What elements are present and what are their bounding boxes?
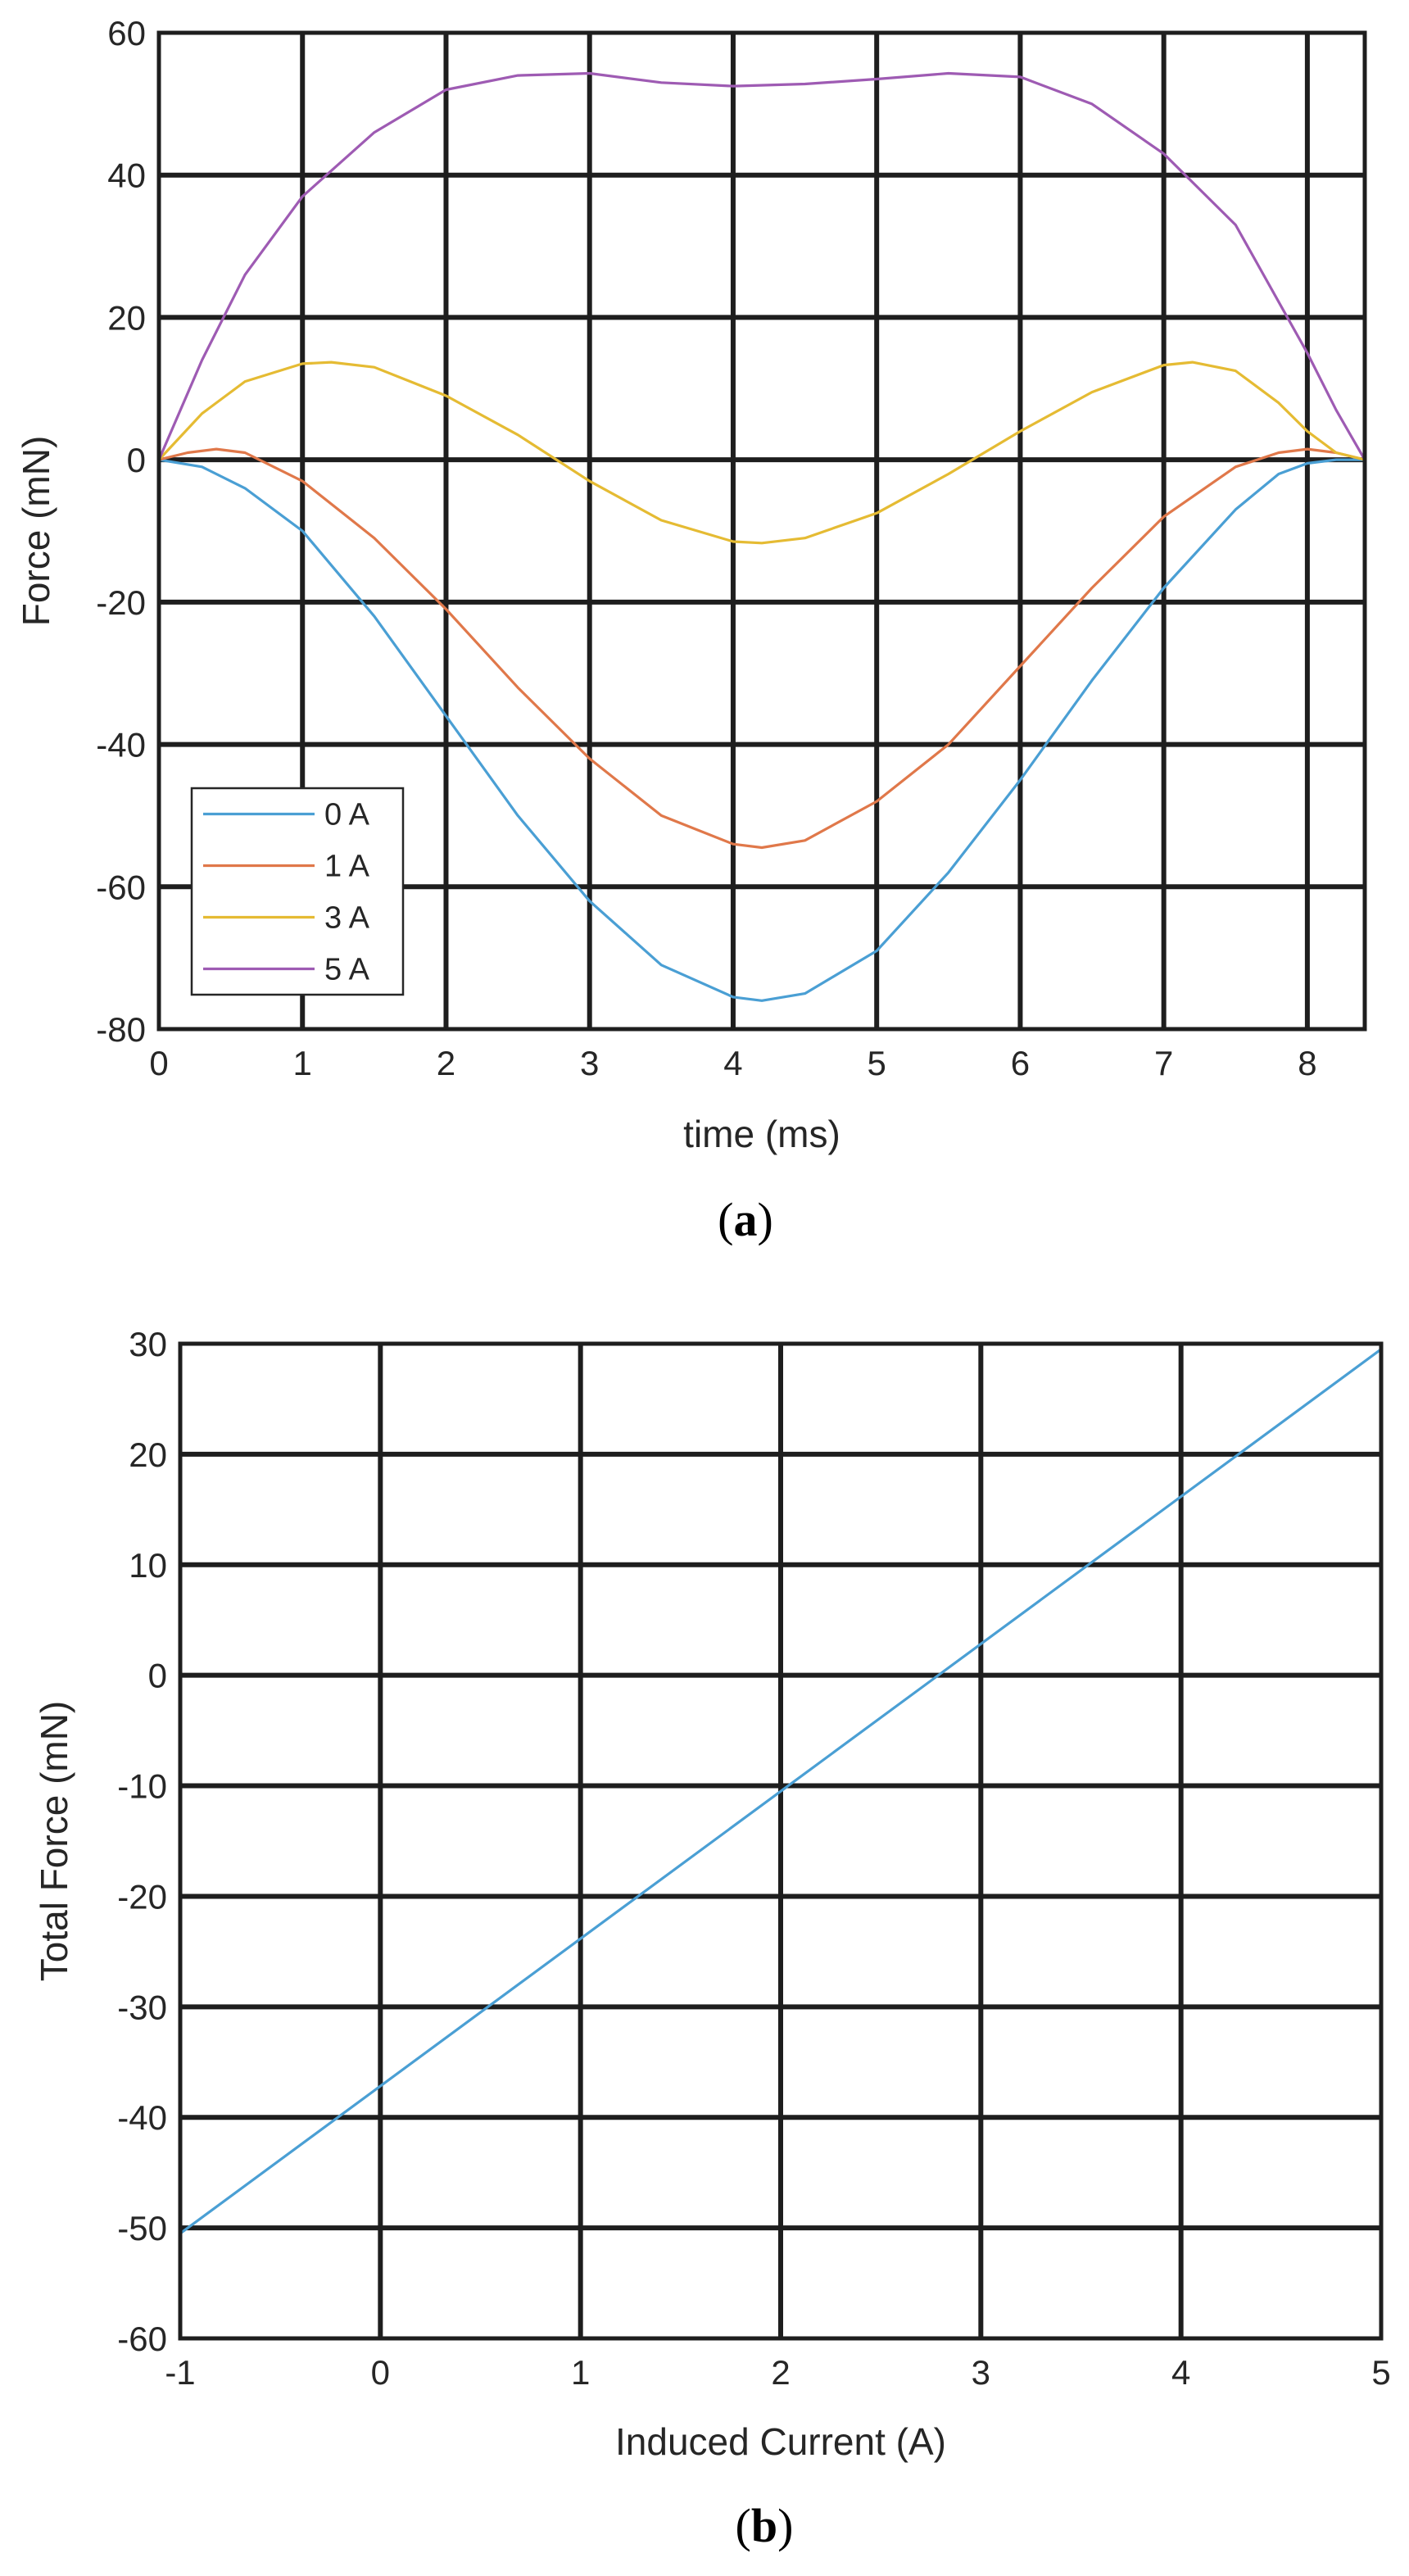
panel-b-gridlines	[180, 1344, 1381, 2338]
y-tick-label: 20	[107, 298, 146, 337]
y-tick-label: 40	[107, 156, 146, 195]
x-tick-label: 1	[571, 2353, 590, 2392]
x-tick-label: 0	[149, 1044, 168, 1082]
panel-a-caption: (a)	[718, 1193, 773, 1246]
panel-a-axes-frame	[156, 30, 1367, 1032]
y-tick-label: 10	[129, 1546, 167, 1585]
legend-label: 5 A	[324, 953, 370, 987]
y-tick-label: 20	[129, 1435, 167, 1474]
y-tick-label: -20	[96, 583, 146, 622]
y-tick-label: -60	[117, 2320, 167, 2358]
caption-close-paren: )	[777, 2499, 793, 2552]
legend-label: 3 A	[324, 901, 370, 936]
caption-open-paren: (	[718, 1193, 733, 1246]
caption-letter: a	[734, 1193, 758, 1246]
y-tick-label: 0	[148, 1657, 167, 1695]
y-tick-label: -30	[117, 1988, 167, 2026]
panel-a-tick-labels: 0 1 2 3 4 5 6 7 8 60 40 20 0 -20 -40 -60 -80	[96, 14, 1316, 1082]
panel-b-axes-frame	[178, 1341, 1384, 2341]
panel-a-series-group	[157, 71, 1366, 1002]
caption-close-paren: )	[758, 1193, 773, 1246]
y-tick-label: -10	[117, 1767, 167, 1806]
x-tick-label: 2	[437, 1044, 455, 1082]
panel-a-legend: 0 A 1 A 3 A 5 A	[190, 787, 405, 996]
x-tick-label: 7	[1154, 1044, 1173, 1082]
panel-b-x-axis-label: Induced Current (A)	[615, 2420, 946, 2463]
x-tick-label: 1	[293, 1044, 312, 1082]
series-line-3-a	[157, 361, 1366, 545]
y-tick-label: 60	[107, 14, 146, 52]
legend-box	[190, 787, 405, 996]
panel-b-caption: (b)	[736, 2499, 794, 2552]
y-tick-label: -40	[117, 2098, 167, 2137]
series-line-0-a	[157, 458, 1366, 1002]
y-tick-label: -50	[117, 2209, 167, 2247]
x-tick-label: 8	[1298, 1044, 1316, 1082]
panel-b-series-group	[179, 1348, 1383, 2235]
x-tick-label: 3	[972, 2353, 990, 2392]
series-line-total-force	[179, 1348, 1383, 2235]
y-tick-label: -80	[96, 1010, 146, 1049]
caption-letter: b	[751, 2499, 777, 2552]
panel-b-y-axis-label: Total Force (mN)	[33, 1701, 75, 1981]
y-tick-label: 30	[129, 1325, 167, 1363]
x-tick-label: 5	[1371, 2353, 1390, 2392]
legend-label: 0 A	[324, 798, 370, 832]
x-tick-label: 4	[723, 1044, 742, 1082]
panel-a-y-axis-label: Force (mN)	[15, 436, 57, 627]
caption-open-paren: (	[736, 2499, 751, 2552]
series-line-5-a	[157, 71, 1366, 461]
y-tick-label: -20	[117, 1877, 167, 1916]
y-tick-label: -60	[96, 868, 146, 906]
x-tick-label: -1	[165, 2353, 195, 2392]
panel-a-gridlines	[159, 33, 1365, 1029]
x-tick-label: 6	[1011, 1044, 1030, 1082]
x-tick-label: 3	[580, 1044, 599, 1082]
x-tick-label: 0	[371, 2353, 390, 2392]
x-tick-label: 5	[868, 1044, 886, 1082]
legend-label: 1 A	[324, 850, 370, 884]
panel-a-chart: 0 1 2 3 4 5 6 7 8 60 40 20 0 -20 -40 -60 -80 time (ms) F…	[15, 14, 1367, 1246]
panel-a-x-axis-label: time (ms)	[683, 1113, 840, 1155]
series-line-1-a	[157, 447, 1366, 850]
y-tick-label: 0	[127, 441, 146, 479]
x-tick-label: 4	[1171, 2353, 1190, 2392]
x-tick-label: 2	[771, 2353, 790, 2392]
y-tick-label: -40	[96, 726, 146, 764]
